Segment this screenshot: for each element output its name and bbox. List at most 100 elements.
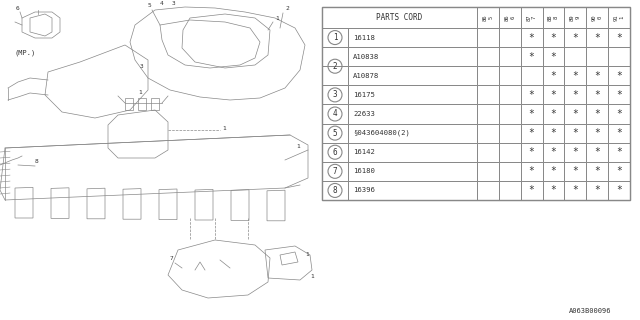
Bar [521,7,543,28]
Bar [586,66,608,85]
Text: PARTS CORD: PARTS CORD [376,13,422,22]
Text: 6: 6 [333,148,337,157]
Bar [586,104,608,124]
Bar [499,85,521,104]
Text: 4: 4 [160,1,164,6]
Bar [499,28,521,47]
Bar [477,104,499,124]
Text: 89
9: 89 9 [570,14,580,21]
Text: 3: 3 [172,1,176,6]
Text: §043604080(2): §043604080(2) [353,130,410,136]
Text: *: * [529,128,534,138]
Bar [477,162,499,181]
Bar [608,47,630,66]
Bar [348,181,477,200]
Bar [322,85,348,104]
Bar [543,28,564,47]
Text: 3: 3 [140,64,144,69]
Bar [477,85,499,104]
Text: *: * [529,186,534,196]
Bar [348,104,477,124]
Bar [608,66,630,85]
Bar [322,47,348,66]
Text: 22633: 22633 [353,111,375,117]
Text: 1: 1 [310,274,314,279]
Text: *: * [529,33,534,43]
Text: 16396: 16396 [353,188,375,194]
Bar [521,47,543,66]
Text: *: * [572,166,579,176]
Text: 16180: 16180 [353,168,375,174]
Text: *: * [572,128,579,138]
Bar [521,28,543,47]
Bar [521,162,543,181]
Bar [322,104,348,124]
Bar [608,162,630,181]
Bar [322,162,348,181]
Bar [499,104,521,124]
Text: *: * [616,166,622,176]
Text: *: * [550,186,556,196]
Bar [543,181,564,200]
Bar [543,47,564,66]
Text: *: * [529,90,534,100]
Text: A10838: A10838 [353,54,380,60]
Text: 86
6: 86 6 [504,14,515,21]
Text: *: * [616,147,622,157]
Text: 2: 2 [333,62,337,71]
Bar [322,66,348,85]
Text: *: * [595,90,600,100]
Bar [564,85,586,104]
Bar [348,47,477,66]
Bar [543,162,564,181]
Text: A063B00096: A063B00096 [569,308,611,314]
Bar [608,104,630,124]
Text: *: * [572,147,579,157]
Bar [564,162,586,181]
Text: *: * [616,71,622,81]
Text: *: * [572,186,579,196]
Bar [477,66,499,85]
Text: *: * [595,166,600,176]
Text: *: * [616,128,622,138]
Text: 87
7: 87 7 [526,14,537,21]
Bar [608,143,630,162]
Bar [322,7,477,28]
Bar [608,181,630,200]
Text: 1: 1 [296,144,300,149]
Text: *: * [616,109,622,119]
Text: 90
0: 90 0 [592,14,603,21]
Text: *: * [550,90,556,100]
Bar [499,124,521,143]
Text: *: * [616,90,622,100]
Bar [499,143,521,162]
Bar [322,7,630,200]
Bar [564,143,586,162]
Text: 16142: 16142 [353,149,375,155]
Bar [586,7,608,28]
Text: *: * [550,33,556,43]
Bar [564,104,586,124]
Text: 3: 3 [333,90,337,100]
Bar [348,28,477,47]
Text: 86
5: 86 5 [483,14,493,21]
Bar [521,66,543,85]
Text: 1: 1 [222,126,226,131]
Bar [586,47,608,66]
Bar [322,7,630,200]
Text: 8: 8 [35,159,39,164]
Text: *: * [529,52,534,62]
Bar [322,181,348,200]
Text: 4: 4 [333,109,337,118]
Bar [564,28,586,47]
Bar [608,28,630,47]
Text: 8: 8 [333,186,337,195]
Text: 1: 1 [305,252,308,257]
Bar [543,124,564,143]
Bar [322,28,348,47]
Bar [499,47,521,66]
Bar [348,162,477,181]
Bar [322,124,348,143]
Text: *: * [572,71,579,81]
Bar [499,162,521,181]
